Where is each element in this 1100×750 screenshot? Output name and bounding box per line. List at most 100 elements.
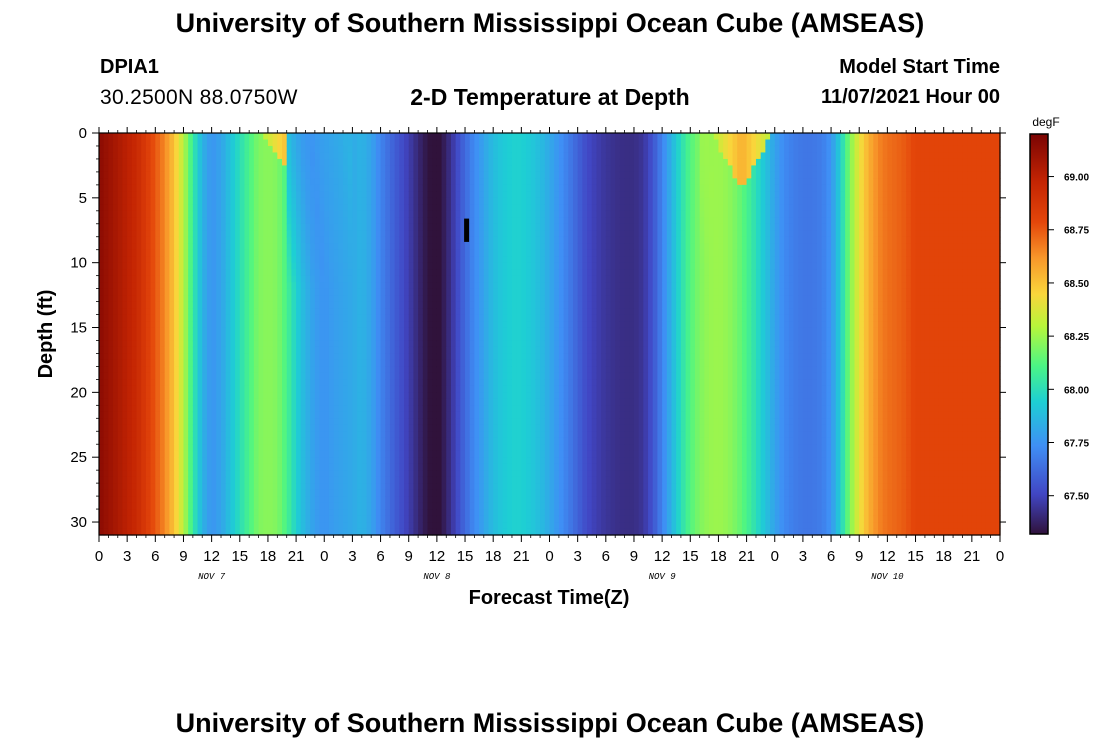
heatmap-cell — [155, 476, 161, 484]
heatmap-cell — [155, 450, 161, 458]
heatmap-cell — [206, 483, 213, 491]
heatmap-cell — [296, 288, 302, 296]
heatmap-cell — [178, 301, 185, 309]
heatmap-cell — [272, 450, 278, 458]
heatmap-cell — [244, 204, 250, 212]
heatmap-cell — [357, 496, 363, 504]
heatmap-cell — [249, 133, 255, 141]
heatmap-cell — [160, 334, 166, 342]
heatmap-cell — [122, 256, 128, 264]
heatmap-cell — [422, 301, 429, 309]
heatmap-cell — [427, 366, 433, 374]
heatmap-cell — [291, 210, 297, 218]
heatmap-cell — [263, 346, 269, 355]
heatmap-cell — [249, 496, 255, 504]
heatmap-cell — [338, 178, 344, 186]
heatmap-cell — [371, 437, 377, 445]
heatmap-cell — [366, 158, 372, 167]
heatmap-cell — [436, 437, 443, 445]
heatmap-cell — [441, 359, 447, 368]
heatmap-cell — [225, 249, 231, 257]
heatmap-cell — [258, 502, 264, 510]
heatmap-cell — [385, 431, 391, 439]
heatmap-cell — [469, 359, 476, 368]
heatmap-cell — [169, 444, 175, 452]
heatmap-cell — [352, 223, 358, 231]
heatmap-cell — [141, 353, 147, 361]
heatmap-cell — [282, 437, 288, 445]
heatmap-cell — [253, 346, 260, 355]
heatmap-cell — [310, 184, 316, 192]
heatmap-cell — [263, 418, 269, 426]
heatmap-cell — [333, 509, 339, 517]
heatmap-cell — [235, 522, 241, 530]
heatmap-cell — [141, 444, 147, 452]
heatmap-cell — [300, 346, 307, 355]
heatmap-cell — [465, 308, 471, 316]
heatmap-cell — [380, 171, 386, 179]
heatmap-cell — [455, 191, 461, 199]
heatmap-cell — [122, 366, 128, 374]
heatmap-cell — [155, 515, 161, 523]
heatmap-cell — [418, 308, 424, 316]
heatmap-cell — [352, 327, 358, 335]
heatmap-cell — [131, 379, 138, 387]
heatmap-cell — [347, 353, 353, 361]
heatmap-cell — [249, 269, 255, 277]
heatmap-cell — [221, 217, 227, 225]
heatmap-cell — [103, 515, 109, 523]
heatmap-cell — [436, 502, 443, 510]
heatmap-cell — [352, 217, 358, 225]
heatmap-cell — [432, 275, 438, 283]
heatmap-cell — [282, 230, 288, 238]
heatmap-cell — [455, 308, 461, 316]
heatmap-cell — [441, 243, 447, 251]
heatmap-cell — [418, 217, 424, 225]
heatmap-cell — [258, 217, 264, 225]
heatmap-cell — [296, 269, 302, 277]
heatmap-cell — [249, 301, 255, 309]
heatmap-cell — [183, 522, 189, 530]
heatmap-cell — [178, 308, 185, 316]
heatmap-cell — [174, 288, 180, 296]
heatmap-cell — [432, 145, 438, 154]
heatmap-cell — [192, 496, 199, 504]
heatmap-cell — [319, 515, 325, 523]
heatmap-cell — [338, 366, 344, 374]
heatmap-cell — [324, 522, 330, 530]
heatmap-cell — [145, 483, 152, 491]
heatmap-cell — [174, 334, 180, 342]
heatmap-cell — [338, 379, 344, 387]
heatmap-cell — [446, 288, 452, 296]
heatmap-cell — [113, 483, 119, 491]
heatmap-cell — [141, 327, 147, 335]
heatmap-cell — [319, 424, 325, 432]
heatmap-cell — [136, 463, 142, 471]
heatmap-cell — [272, 431, 278, 439]
heatmap-cell — [127, 359, 133, 368]
heatmap-cell — [263, 327, 269, 335]
heatmap-cell — [427, 431, 433, 439]
heatmap-cell — [235, 223, 241, 231]
heatmap-cell — [103, 223, 109, 231]
heatmap-cell — [136, 366, 142, 374]
heatmap-cell — [117, 184, 124, 192]
heatmap-cell — [399, 346, 405, 355]
heatmap-cell — [343, 346, 349, 355]
heatmap-cell — [385, 334, 391, 342]
heatmap-cell — [300, 444, 307, 452]
heatmap-cell — [357, 243, 363, 251]
heatmap-cell — [441, 295, 447, 303]
heatmap-cell — [450, 178, 457, 186]
heatmap-cell — [380, 327, 386, 335]
heatmap-cell — [202, 340, 208, 348]
heatmap-cell — [455, 366, 461, 374]
heatmap-cell — [427, 522, 433, 530]
heatmap-cell — [230, 405, 236, 413]
heatmap-cell — [239, 353, 246, 361]
heatmap-cell — [446, 398, 452, 406]
heatmap-cell — [216, 158, 222, 167]
heatmap-cell — [277, 392, 283, 400]
heatmap-cell — [206, 334, 213, 342]
heatmap-cell — [103, 489, 109, 497]
